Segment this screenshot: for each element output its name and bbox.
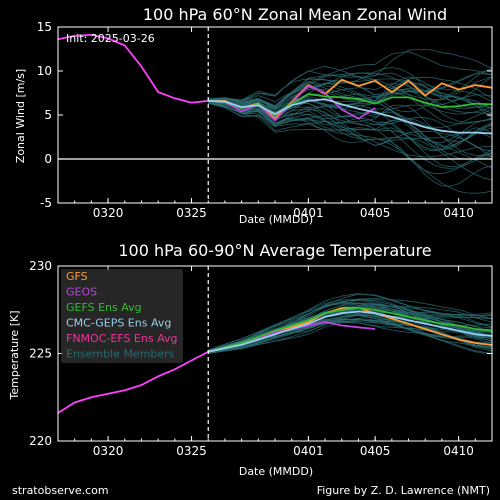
wind-xtick-label: 0405 bbox=[360, 206, 391, 220]
legend-item-gfs: GFS bbox=[66, 270, 88, 283]
zonal-wind-panel: 100 hPa 60°N Zonal Mean Zonal Wind -5 0 5 1… bbox=[14, 5, 493, 226]
wind-ytick-label: 15 bbox=[37, 20, 52, 34]
temp-ytick-label: 225 bbox=[29, 347, 52, 361]
wind-ensemble-member bbox=[208, 82, 493, 114]
legend-item-geos: GEOS bbox=[66, 286, 97, 299]
temp-ytick-label: 220 bbox=[29, 434, 52, 448]
legend-item-fnmoc-efs-ens-avg: FNMOC-EFS Ens Avg bbox=[66, 332, 177, 345]
wind-ensemble-member bbox=[208, 101, 493, 150]
wind-observed-line bbox=[57, 33, 209, 104]
wind-xtick-label: 0410 bbox=[443, 206, 474, 220]
wind-ytick-label: 0 bbox=[44, 152, 52, 166]
wind-ensemble-member bbox=[208, 73, 493, 107]
temperature-xlabel: Date (MMDD) bbox=[239, 465, 313, 478]
footer-site: stratobserve.com bbox=[12, 484, 109, 497]
wind-xtick-label: 0320 bbox=[93, 206, 124, 220]
legend-item-ensemble-members: Ensemble Members bbox=[66, 348, 175, 361]
wind-xtick-label: 0325 bbox=[176, 206, 207, 220]
zonal-wind-xlabel: Date (MMDD) bbox=[239, 213, 313, 226]
temp-xtick-label: 0325 bbox=[176, 444, 207, 458]
temp-xtick-label: 0401 bbox=[293, 444, 324, 458]
wind-ensemble-member bbox=[208, 102, 493, 194]
legend-item-cmc-geps-ens-avg: CMC-GEPS Ens Avg bbox=[66, 317, 171, 330]
temperature-legend: GFS GEOS GEFS Ens Avg CMC-GEPS Ens Avg FNMOC… bbox=[61, 269, 183, 363]
temp-ensemble-member bbox=[208, 298, 493, 352]
temperature-ticks: 220 225 230 0320 0325 0401 0405 0410 bbox=[29, 259, 493, 458]
zonal-wind-ylabel: Zonal Wind [m/s] bbox=[14, 69, 27, 163]
temperature-ylabel: Temperature [K] bbox=[8, 311, 21, 401]
temp-xtick-label: 0405 bbox=[360, 444, 391, 458]
wind-ytick-label: 5 bbox=[44, 108, 52, 122]
temperature-title: 100 hPa 60-90°N Average Temperature bbox=[118, 241, 431, 260]
temp-ensemble-member bbox=[208, 320, 493, 354]
wind-ensemble-member bbox=[208, 101, 493, 143]
temperature-panel: 100 hPa 60-90°N Average Temperature 2202… bbox=[8, 241, 493, 478]
temperature-series bbox=[57, 266, 493, 441]
footer-credit: Figure by Z. D. Lawrence (NMT) bbox=[317, 484, 490, 497]
wind-ytick-label: 10 bbox=[37, 64, 52, 78]
wind-ytick-label: -5 bbox=[40, 196, 52, 210]
legend-item-gefs-ens-avg: GEFS Ens Avg bbox=[66, 301, 142, 314]
temp-xtick-label: 0320 bbox=[93, 444, 124, 458]
temp-ytick-label: 230 bbox=[29, 259, 52, 273]
wind-ensemble-member bbox=[208, 101, 493, 143]
zonal-wind-ensemble-members bbox=[208, 49, 493, 194]
temp-ensemble-member bbox=[208, 317, 493, 354]
wind-ensemble-member bbox=[208, 89, 493, 123]
wind-ensemble-member bbox=[208, 49, 493, 101]
init-date-label: Init: 2025-03-26 bbox=[66, 32, 155, 45]
temp-ensemble-member bbox=[208, 314, 493, 354]
temp-line-gefs-ens-avg bbox=[207, 307, 493, 353]
temp-ensemble-member bbox=[208, 293, 493, 351]
wind-ensemble-member bbox=[208, 102, 493, 168]
wind-ensemble-member bbox=[208, 102, 493, 146]
temp-observed-line bbox=[57, 351, 209, 414]
wind-xtick-label: 0401 bbox=[293, 206, 324, 220]
wind-ensemble-member bbox=[208, 102, 493, 187]
temp-line-cmc-geps-ens-avg bbox=[208, 310, 493, 353]
wind-ensemble-member bbox=[208, 51, 493, 108]
legend-box bbox=[61, 269, 183, 363]
wind-ensemble-member bbox=[208, 102, 493, 160]
wind-ensemble-member bbox=[208, 74, 493, 115]
zonal-wind-ticks: -5 0 5 10 15 0320 0325 0401 0405 0410 bbox=[37, 20, 493, 220]
wind-line-cmc-geps-ens-avg bbox=[208, 98, 493, 135]
temp-xtick-label: 0410 bbox=[443, 444, 474, 458]
zonal-wind-title: 100 hPa 60°N Zonal Mean Zonal Wind bbox=[143, 5, 447, 24]
zonal-wind-series bbox=[57, 27, 493, 203]
temp-ensemble-member bbox=[208, 298, 493, 352]
